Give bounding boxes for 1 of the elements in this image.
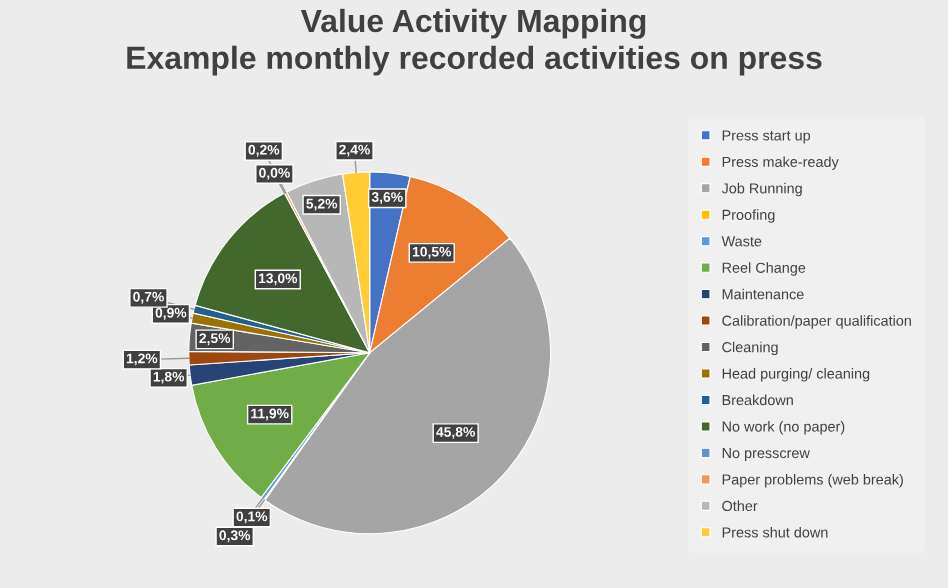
chart-title: Value Activity Mapping Example monthly recorded activities on press bbox=[127, 8, 822, 76]
